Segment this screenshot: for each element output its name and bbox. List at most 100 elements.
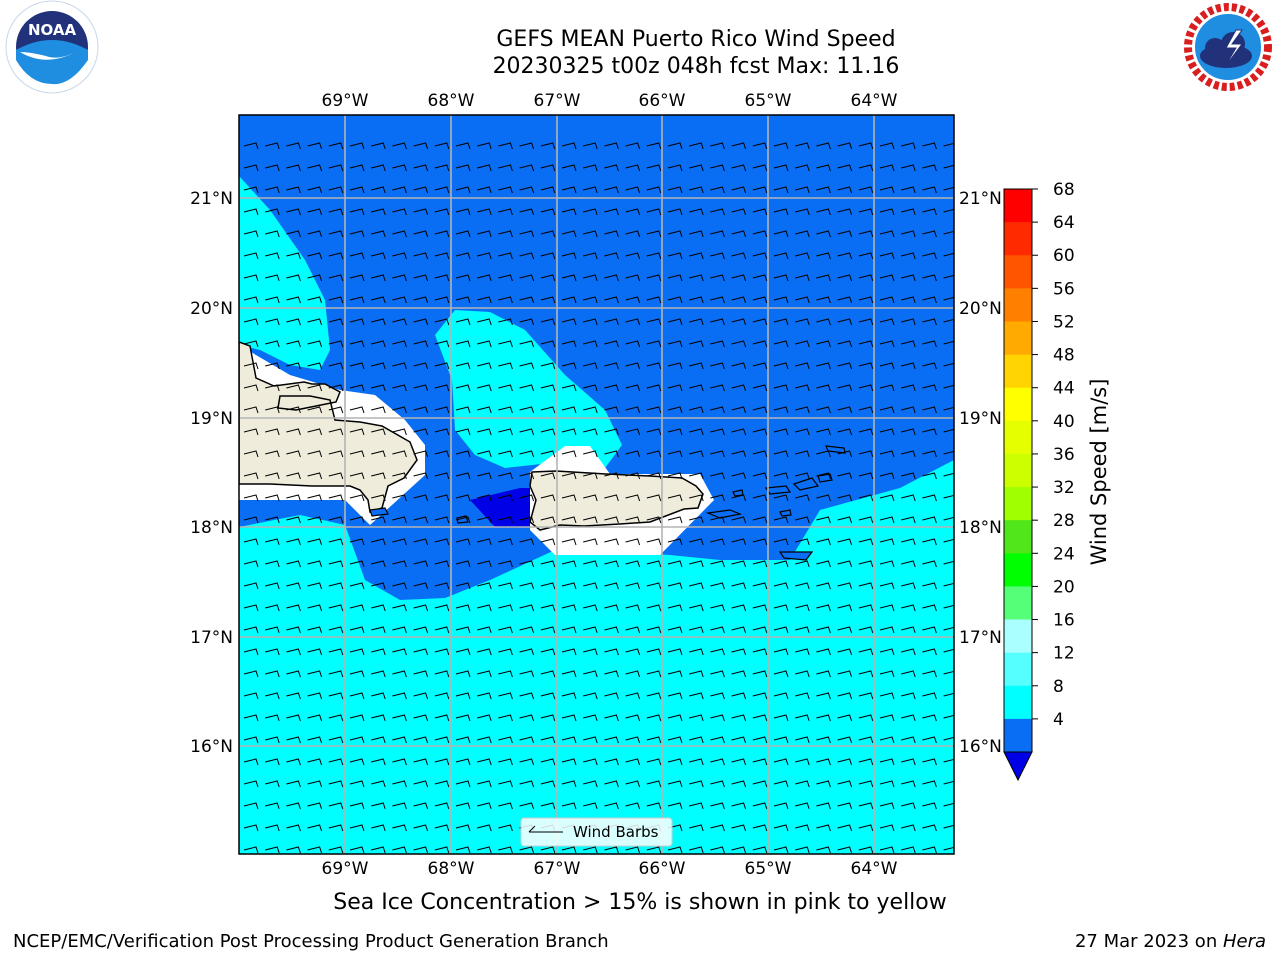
wind-barb: [243, 472, 259, 480]
wind-barb: [689, 648, 704, 656]
wind-barb: [286, 846, 301, 854]
wind-barb: [752, 538, 768, 546]
wind-barb: [413, 406, 429, 414]
wind-barb: [286, 516, 301, 524]
wind-barb: [710, 560, 725, 568]
wind-barb: [752, 450, 768, 458]
wind-barb: [434, 692, 450, 700]
wind-barb: [795, 692, 810, 700]
wind-barb: [583, 802, 598, 810]
wind-barb: [349, 626, 365, 634]
wind-barb: [731, 362, 747, 370]
wind-barb: [879, 164, 895, 172]
wind-barb: [795, 494, 810, 502]
wind-barb: [816, 670, 831, 678]
wind-barb: [349, 472, 365, 480]
wind-barb: [922, 428, 937, 436]
wind-barb: [731, 736, 747, 744]
wind-barb: [349, 560, 365, 568]
land-puerto-rico: [529, 470, 704, 531]
wind-barb: [773, 692, 789, 700]
wind-barb: [667, 142, 683, 150]
wind-barb: [561, 164, 577, 172]
colorbar-tick-label: 64: [1053, 213, 1075, 233]
wind-barb: [646, 230, 662, 238]
wind-barb: [773, 274, 789, 282]
wind-barb: [858, 626, 874, 634]
wind-barb: [455, 164, 471, 172]
wind-barb: [731, 780, 747, 788]
wind-barb: [477, 472, 492, 480]
wind-barb: [731, 450, 747, 458]
wind-barb: [795, 230, 810, 238]
wind-barb: [328, 296, 344, 304]
wind-barb: [561, 142, 577, 150]
wind-barb: [752, 714, 768, 722]
wind-barb: [243, 802, 259, 810]
wind-barb: [795, 670, 810, 678]
wind-barb: [816, 252, 831, 260]
wind-barb: [667, 274, 683, 282]
wind-barb: [667, 428, 683, 436]
wind-barb: [731, 670, 747, 678]
wind-barb: [625, 296, 641, 304]
wind-barb: [371, 186, 386, 194]
wind-barb: [477, 516, 492, 524]
wind-barb: [901, 142, 916, 150]
wind-barb: [477, 384, 492, 392]
wind-barb: [922, 450, 937, 458]
colorbar-tick-label: 44: [1053, 379, 1075, 399]
wind-barb: [371, 758, 386, 766]
wind-barb: [710, 186, 725, 194]
wind-barb: [710, 824, 725, 832]
wind-barb: [519, 472, 535, 480]
wind-barb: [392, 582, 407, 590]
wind-barb: [286, 208, 301, 216]
wind-barb: [710, 384, 725, 392]
wind-barb: [922, 648, 937, 656]
wind-barb: [434, 318, 450, 326]
wind-barb: [731, 538, 747, 546]
wind-barb: [922, 714, 937, 722]
wind-barb: [604, 758, 619, 766]
wind-barb: [371, 230, 386, 238]
wind-below-4-patch: [470, 488, 532, 527]
wind-barb: [519, 428, 535, 436]
wind-barb: [455, 846, 471, 854]
wind-barb: [752, 582, 768, 590]
wind-barb: [561, 714, 577, 722]
wind-barb: [286, 362, 301, 370]
wind-barb: [646, 538, 662, 546]
wind-barb: [922, 164, 937, 172]
wind-barb: [583, 296, 598, 304]
wind-barb: [328, 318, 344, 326]
wind-barb: [519, 186, 535, 194]
wind-barb: [943, 648, 954, 653]
wind-barb: [540, 142, 556, 150]
wind-barb: [901, 758, 916, 766]
wind-barb: [943, 560, 954, 565]
wind-barb: [795, 648, 810, 656]
wind-barb: [879, 318, 895, 326]
wind-barb: [625, 736, 641, 744]
wind-barb: [498, 362, 513, 370]
wind-barb: [858, 406, 874, 414]
lat-label: 16°N: [959, 737, 1002, 757]
colorbar-frame: [1003, 188, 1033, 753]
wind-barb: [816, 274, 831, 282]
wind-barb: [773, 538, 789, 546]
wind-barb: [371, 736, 386, 744]
wind-barb: [858, 296, 874, 304]
wind-barb: [328, 736, 344, 744]
wind-barb: [731, 582, 747, 590]
wind-barb: [922, 758, 937, 766]
wind-barb: [710, 648, 725, 656]
wind-barb: [371, 472, 386, 480]
wind-barb: [434, 274, 450, 282]
wind-barb: [922, 516, 937, 524]
wind-barb: [943, 582, 954, 587]
wind-barb: [752, 296, 768, 304]
wind-barb: [477, 670, 492, 678]
wind-barb: [265, 824, 280, 832]
wind-barb: [773, 208, 789, 216]
